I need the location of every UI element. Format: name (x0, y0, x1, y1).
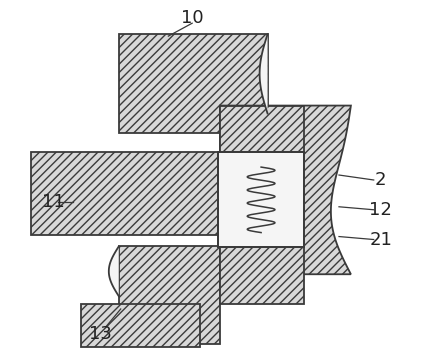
Bar (218, 152, 304, 247)
Polygon shape (220, 106, 351, 274)
Polygon shape (220, 106, 304, 152)
Text: 12: 12 (369, 201, 392, 219)
Text: 10: 10 (181, 9, 203, 27)
Text: 2: 2 (375, 171, 386, 189)
Polygon shape (109, 246, 119, 296)
Polygon shape (260, 34, 268, 114)
Polygon shape (119, 34, 268, 134)
Polygon shape (218, 152, 304, 247)
Text: 13: 13 (89, 325, 112, 343)
Polygon shape (81, 304, 200, 347)
Polygon shape (32, 152, 220, 235)
Polygon shape (220, 247, 304, 304)
Text: 11: 11 (42, 193, 64, 211)
Polygon shape (119, 246, 220, 344)
Text: 21: 21 (369, 231, 392, 248)
